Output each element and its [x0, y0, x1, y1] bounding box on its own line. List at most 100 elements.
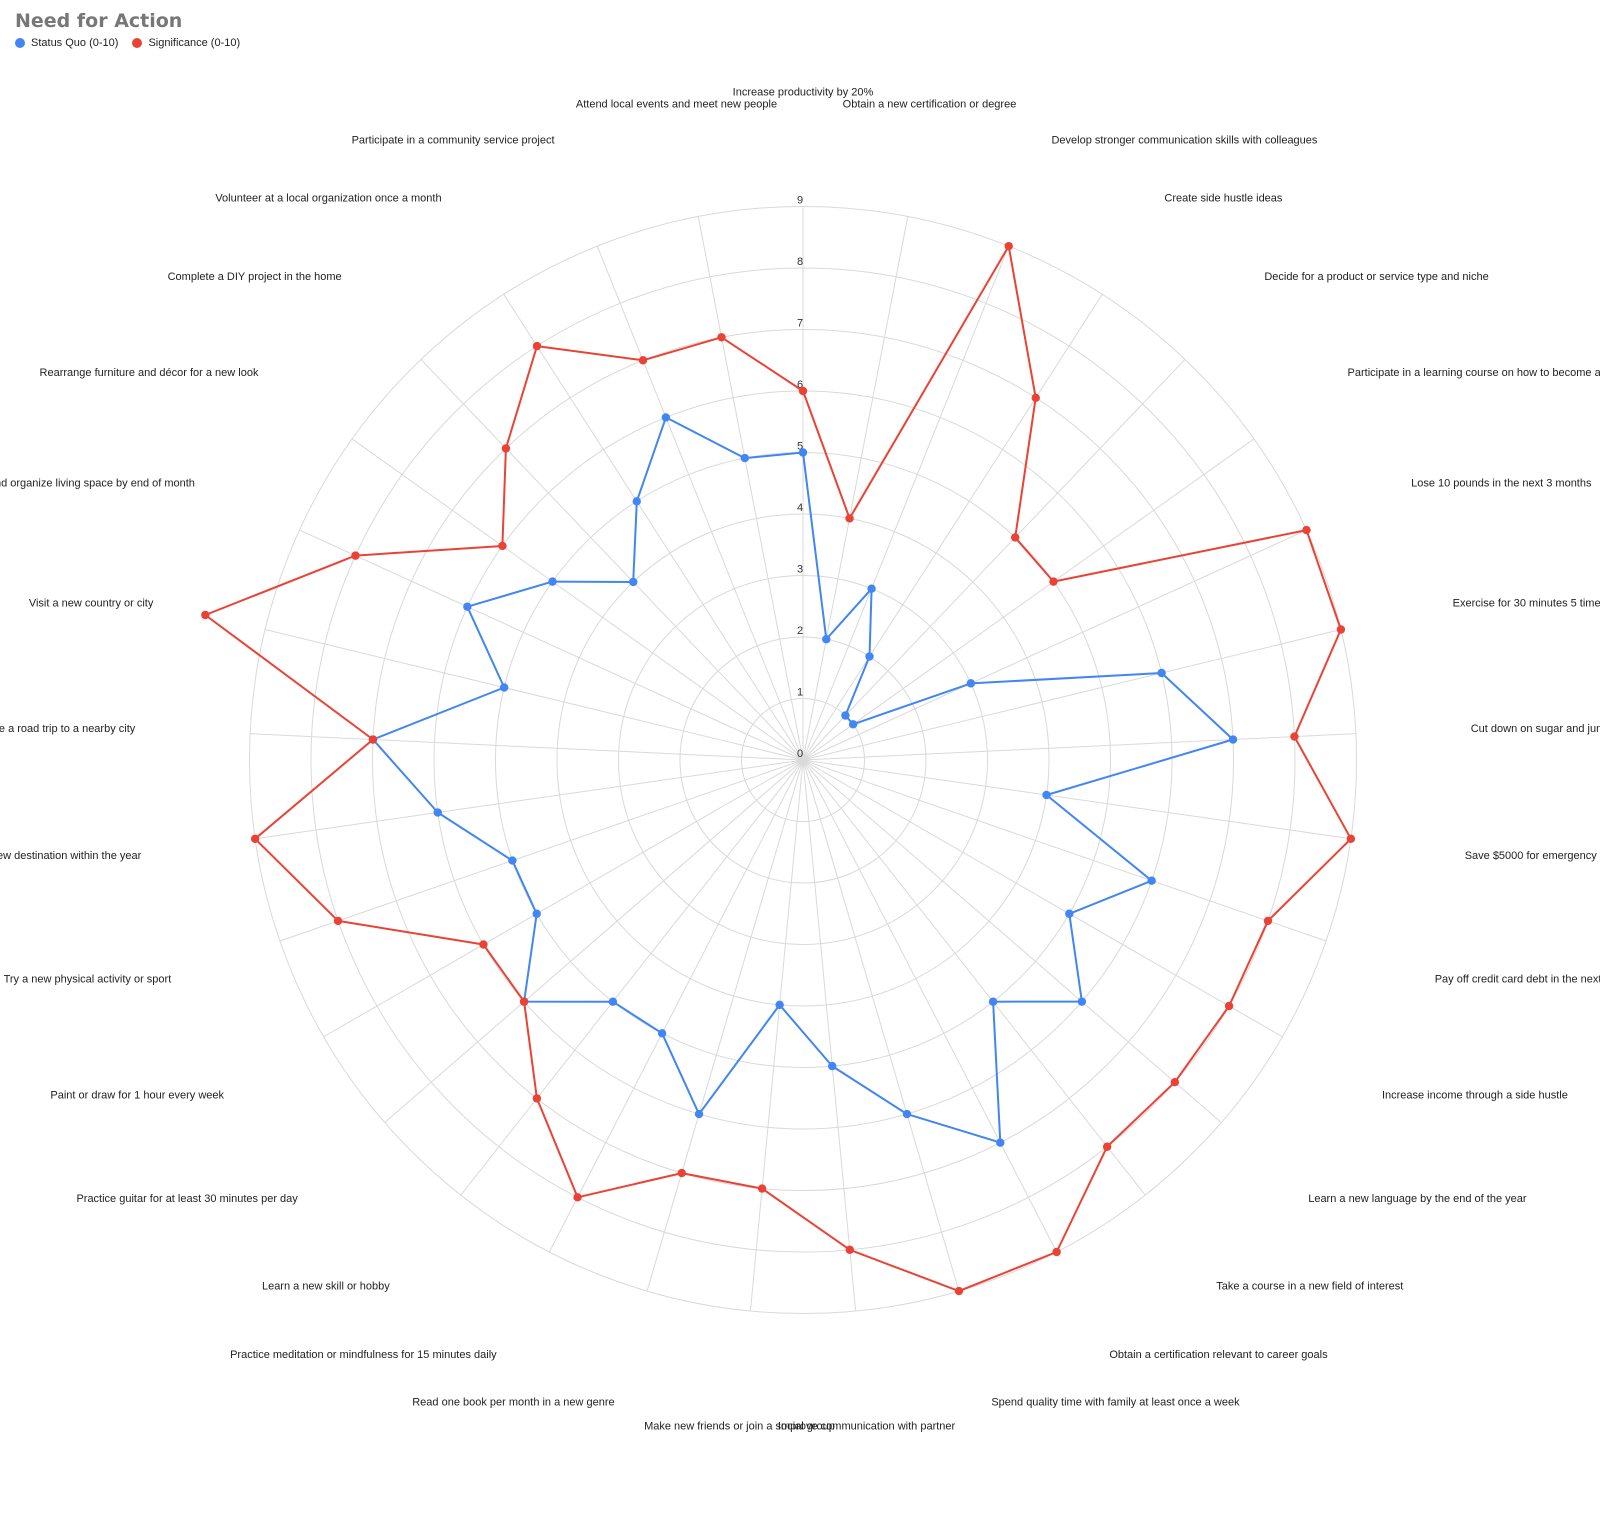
legend-label-significance: Significance (0-10) — [148, 37, 241, 49]
data-point-status-quo[interactable] — [740, 453, 750, 463]
grid-spoke — [299, 529, 804, 761]
category-label: Improve communication with partner — [778, 1420, 956, 1432]
data-point-status-quo[interactable] — [798, 448, 808, 457]
data-point-status-quo[interactable] — [657, 1029, 667, 1038]
data-point-significance[interactable] — [798, 386, 808, 396]
data-point-significance[interactable] — [532, 1094, 542, 1103]
data-point-significance[interactable] — [368, 735, 378, 744]
data-point-status-quo[interactable] — [1157, 668, 1166, 678]
data-point-status-quo[interactable] — [865, 652, 874, 661]
data-point-status-quo[interactable] — [499, 683, 509, 692]
data-point-status-quo[interactable] — [463, 602, 472, 611]
data-point-status-quo[interactable] — [867, 584, 876, 593]
data-point-significance[interactable] — [501, 444, 511, 453]
category-label: Decide for a product or service type and… — [1264, 271, 1488, 283]
data-point-significance[interactable] — [1170, 1077, 1180, 1087]
data-point-status-quo[interactable] — [775, 1000, 784, 1010]
grid-spoke — [802, 759, 1327, 942]
data-point-status-quo[interactable] — [661, 413, 671, 422]
data-point-significance[interactable] — [845, 1245, 854, 1254]
data-point-significance[interactable] — [638, 356, 648, 365]
category-label: Increase income through a side hustle — [1382, 1089, 1568, 1101]
data-point-significance[interactable] — [757, 1184, 767, 1193]
data-point-significance[interactable] — [201, 610, 210, 620]
data-point-status-quo[interactable] — [1147, 876, 1156, 885]
data-point-status-quo[interactable] — [822, 635, 831, 644]
data-point-status-quo[interactable] — [532, 909, 541, 918]
data-point-significance[interactable] — [1336, 625, 1346, 634]
grid-spoke — [802, 759, 1146, 1196]
category-label: Spend quality time with family at least … — [991, 1396, 1240, 1408]
grid-spoke — [802, 759, 960, 1292]
data-point-significance[interactable] — [1290, 732, 1299, 741]
data-point-significance[interactable] — [1010, 533, 1020, 542]
data-point-significance[interactable] — [1346, 834, 1356, 843]
data-point-significance[interactable] — [954, 1286, 964, 1296]
data-point-significance[interactable] — [250, 834, 260, 843]
grid-spoke — [596, 245, 804, 761]
grid-spoke — [802, 629, 1342, 761]
category-label: Practice guitar for at least 30 minutes … — [76, 1193, 298, 1205]
data-point-status-quo[interactable] — [508, 856, 517, 865]
data-point-status-quo[interactable] — [988, 997, 998, 1006]
legend-item-significance[interactable]: Significance (0-10) — [132, 37, 240, 49]
data-point-significance[interactable] — [1102, 1142, 1112, 1151]
radial-tick-label: 8 — [797, 256, 803, 268]
data-point-status-quo[interactable] — [848, 720, 858, 729]
category-label: Participate in a learning course on how … — [1348, 367, 1600, 379]
data-point-status-quo[interactable] — [902, 1109, 912, 1119]
data-point-status-quo[interactable] — [1065, 909, 1074, 918]
data-point-significance[interactable] — [351, 551, 360, 560]
data-point-significance[interactable] — [677, 1168, 686, 1178]
data-point-significance[interactable] — [333, 916, 343, 926]
data-point-status-quo[interactable] — [632, 497, 641, 506]
grid-spoke — [503, 294, 804, 761]
grid-spoke — [802, 759, 1351, 840]
data-point-status-quo[interactable] — [966, 679, 976, 688]
grid-spoke — [279, 759, 804, 942]
grid-spoke — [802, 438, 1255, 761]
category-label: Take a course in a new field of interest — [1216, 1280, 1403, 1292]
data-point-status-quo[interactable] — [828, 1061, 837, 1071]
data-point-status-quo[interactable] — [433, 808, 442, 817]
grid-spoke — [802, 294, 1103, 761]
data-point-significance[interactable] — [1052, 1247, 1061, 1257]
data-point-significance[interactable] — [1302, 525, 1311, 535]
data-point-status-quo[interactable] — [1228, 735, 1238, 744]
data-point-significance[interactable] — [1224, 1001, 1234, 1011]
grid-spoke — [802, 759, 857, 1312]
category-label: Learn a new skill or hobby — [262, 1280, 390, 1292]
category-label: Volunteer at a local organization once a… — [215, 193, 441, 205]
grid-spoke — [697, 216, 804, 761]
data-point-significance[interactable] — [1004, 241, 1013, 251]
data-point-significance[interactable] — [479, 940, 488, 949]
data-point-significance[interactable] — [845, 514, 854, 523]
data-point-significance[interactable] — [498, 541, 507, 551]
data-point-significance[interactable] — [519, 997, 529, 1006]
data-point-significance[interactable] — [573, 1193, 582, 1202]
data-point-significance[interactable] — [717, 333, 726, 342]
category-label: Participate in a community service proje… — [352, 134, 555, 146]
grid-spoke — [548, 759, 804, 1253]
data-point-status-quo[interactable] — [629, 577, 638, 587]
data-point-status-quo[interactable] — [694, 1109, 704, 1119]
data-point-significance[interactable] — [1049, 577, 1058, 586]
data-point-status-quo[interactable] — [996, 1138, 1005, 1147]
grid-spoke — [420, 359, 804, 761]
data-point-significance[interactable] — [1263, 916, 1273, 926]
grid-spoke — [802, 216, 909, 761]
data-point-status-quo[interactable] — [608, 997, 618, 1006]
data-point-status-quo[interactable] — [1077, 997, 1087, 1006]
category-label: Try a new physical activity or sport — [4, 974, 172, 986]
category-label: Create side hustle ideas — [1164, 193, 1283, 205]
data-point-status-quo[interactable] — [841, 711, 850, 720]
data-point-significance[interactable] — [532, 341, 542, 351]
data-point-significance[interactable] — [1031, 393, 1040, 403]
data-point-status-quo[interactable] — [548, 577, 557, 586]
data-point-status-quo[interactable] — [1042, 790, 1051, 800]
radial-tick-label: 4 — [797, 502, 803, 514]
legend-item-status-quo[interactable]: Status Quo (0-10) — [15, 37, 118, 49]
grid-spoke — [802, 359, 1186, 761]
category-label: Develop stronger communication skills wi… — [1051, 134, 1317, 146]
